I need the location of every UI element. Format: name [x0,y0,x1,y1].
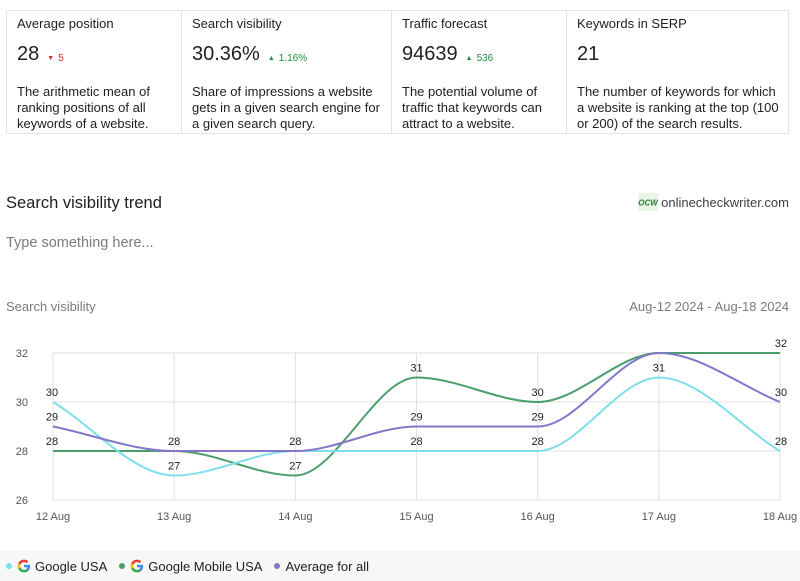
data-label: 28 [532,436,544,448]
ocw-logo-icon: OCW [638,193,659,211]
data-label: 29 [532,412,544,424]
legend-label: Google Mobile USA [148,558,263,574]
card-description: The arithmetic mean of ranking positions… [17,84,150,131]
y-tick-label: 30 [16,397,28,409]
series-line-0 [52,376,781,477]
arrow-up-icon: ▲ [465,55,473,62]
data-label: 31 [653,363,665,375]
chart-legend: Google USA Google Mobile USA Average for… [0,551,800,581]
card-description: The potential volume of traffic that key… [402,84,542,131]
legend-label: Average for all [285,558,370,574]
card-search-visibility: Search visibility 30.36% ▲ 1.16% Share o… [182,11,392,133]
legend-item-google-usa[interactable]: Google USA [6,559,107,574]
legend-label: Google USA [35,558,108,574]
delta-badge: ▼ 5 [47,53,64,64]
x-tick-label: 14 Aug [278,511,312,523]
card-traffic-forecast: Traffic forecast 94639 ▲ 536 The potenti… [392,11,567,133]
data-label: 28 [775,436,787,448]
delta-value: 5 [58,53,64,64]
data-label: 28 [46,436,58,448]
arrow-down-icon: ▼ [47,55,55,62]
metric-cards: Average position 28 ▼ 5 The arithmetic m… [6,10,789,134]
card-value: 28 [17,43,40,65]
arrow-up-icon: ▲ [267,55,275,62]
card-description: The number of keywords for which a websi… [577,84,779,131]
delta-value: 1.16% [278,53,308,64]
legend-dot [6,563,12,569]
card-value-row: 30.36% ▲ 1.16% [192,43,307,66]
x-tick-label: 13 Aug [157,511,191,523]
y-tick-label: 26 [16,495,28,507]
delta-badge: ▲ 1.16% [268,53,307,64]
y-tick-label: 32 [16,348,28,360]
google-g-icon [130,559,144,573]
card-title: Keywords in SERP [577,16,687,31]
section-title: Search visibility trend [6,194,162,212]
card-title: Traffic forecast [402,16,488,31]
x-tick-label: 17 Aug [642,511,676,523]
card-value: 30.36% [192,43,260,65]
data-label: 30 [775,387,787,399]
card-value: 94639 [402,43,458,65]
data-label: 30 [532,387,544,399]
data-label: 32 [775,338,787,350]
data-label: 30 [46,387,58,399]
svg-text:OCW: OCW [638,199,658,208]
data-label: 27 [289,461,301,473]
card-description: Share of impressions a website gets in a… [192,84,380,131]
data-label: 29 [46,412,58,424]
card-average-position: Average position 28 ▼ 5 The arithmetic m… [7,11,182,133]
card-title: Search visibility [192,16,282,31]
chart-label: Search visibility [6,299,96,314]
card-value-row: 28 ▼ 5 [17,43,64,66]
data-label: 27 [168,461,180,473]
x-tick-label: 16 Aug [521,511,555,523]
series-line-2 [52,351,781,452]
legend-item-average[interactable]: Average for all [274,559,369,574]
note-input[interactable]: Type something here... [6,235,154,251]
legend-item-google-mobile-usa[interactable]: Google Mobile USA [119,559,262,574]
data-label: 31 [410,363,422,375]
card-value-row: 94639 ▲ 536 [402,43,493,66]
search-visibility-chart: 26 28 30 32 12 Aug 13 Aug 14 Aug 15 Aug 16 Aug 17… [16,338,797,523]
delta-value: 536 [476,53,494,64]
legend-dot [119,563,126,569]
date-range: Aug-12 2024 - Aug-18 2024 [629,299,789,314]
data-label: 28 [168,436,180,448]
x-tick-label: 15 Aug [399,511,433,523]
data-label: 28 [289,436,301,448]
y-tick-label: 28 [16,446,28,458]
card-value-row: 21 [577,43,599,66]
card-keywords-in-serp: Keywords in SERP 21 The number of keywor… [567,11,788,133]
legend-dot [274,563,281,569]
google-g-icon [17,559,31,573]
data-label: 29 [410,412,422,424]
brand[interactable]: OCW onlinecheckwriter.com [638,193,789,211]
card-title: Average position [17,16,114,31]
brand-text: onlinecheckwriter.com [661,194,789,210]
x-tick-label: 18 Aug [763,511,797,523]
x-tick-label: 12 Aug [36,511,70,523]
card-value: 21 [577,43,600,65]
delta-badge: ▲ 536 [466,53,494,64]
data-label: 28 [410,436,422,448]
